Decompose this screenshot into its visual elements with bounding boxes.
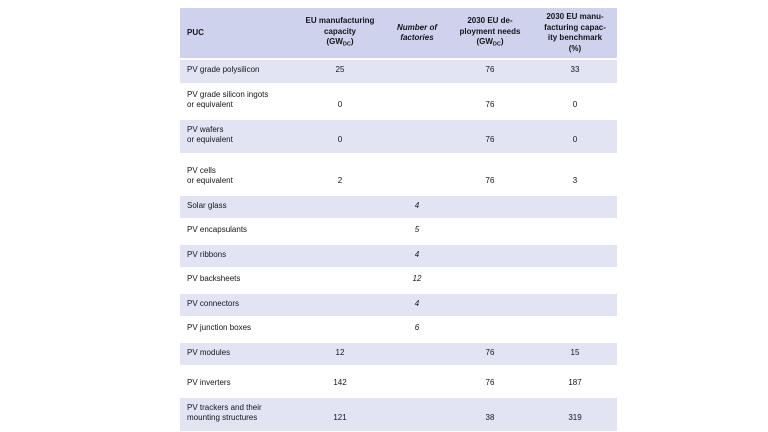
cell-needs: 76 (485, 100, 495, 109)
gw-dc-subscript: DC (342, 41, 351, 48)
cell-capacity (293, 219, 387, 244)
table-row-cells: PV cells or equivalent 2 76 3 (180, 154, 617, 195)
cell-capacity (293, 194, 387, 219)
cell-capacity: 2 (337, 176, 343, 185)
cell-benchmark: 0 (533, 118, 617, 154)
cell-puc: PV wafers or equivalent (180, 118, 293, 154)
cell-factories (387, 154, 447, 195)
cell-benchmark (533, 194, 617, 219)
cell-factories: 6 (414, 323, 420, 332)
cell-benchmark: 3 (572, 176, 578, 185)
cell-capacity (293, 243, 387, 268)
cell-capacity: 12 (293, 341, 387, 366)
table-row-wafers: PV wafers or equivalent 0 76 0 (180, 118, 617, 154)
cell-puc: PV modules (180, 341, 293, 366)
cell-needs (447, 268, 533, 293)
col-header-deployment-needs: 2030 EU de-ployment needs (GWDC) (447, 8, 533, 60)
pv-manufacturing-table: PUC EU manufacturing capacity (GWDC) Numb… (180, 8, 617, 432)
cell-puc: PV inverters (187, 378, 231, 387)
cell-capacity (293, 292, 387, 317)
gw-dc-subscript: DC (492, 41, 501, 48)
cell-needs: 76 (447, 59, 533, 84)
header-row: PUC EU manufacturing capacity (GWDC) Numb… (180, 8, 617, 60)
cell-benchmark (533, 292, 617, 317)
cell-factories (387, 366, 447, 397)
cell-benchmark (533, 219, 617, 244)
cell-puc: PV junction boxes (187, 323, 252, 332)
cell-capacity: 0 (337, 100, 343, 109)
cell-factories: 4 (387, 194, 447, 219)
cell-needs (447, 317, 533, 342)
table-row-silicon-ingots: PV grade silicon ingots or equivalent 0 7… (180, 84, 617, 119)
table-row-trackers: PV trackers and their mounting structures… (180, 396, 617, 432)
table-row-connectors: PV connectors 4 (180, 292, 617, 317)
col-header-factories-label: Number of factories (397, 22, 437, 43)
col-header-puc: PUC (180, 8, 293, 60)
col-header-deployment-needs-label: 2030 EU de-ployment needs (459, 16, 521, 36)
cell-factories: 5 (414, 225, 420, 234)
cell-capacity: 142 (333, 378, 347, 387)
cell-needs (447, 243, 533, 268)
cell-needs (447, 194, 533, 219)
cell-puc: PV cells or equivalent (187, 165, 233, 186)
col-header-benchmark-label: 2030 EU manu-facturing capac-ity benchma… (544, 12, 606, 53)
cell-needs: 76 (447, 118, 533, 154)
col-header-factories: Number of factories (387, 8, 447, 60)
cell-puc: PV grade silicon ingots or equivalent (187, 89, 269, 110)
cell-needs (447, 292, 533, 317)
table-figure: PUC EU manufacturing capacity (GWDC) Numb… (180, 8, 617, 432)
cell-factories: 4 (387, 243, 447, 268)
col-header-eu-capacity-label: EU manufacturing capacity (305, 16, 375, 36)
cell-benchmark (533, 317, 617, 342)
cell-puc: PV ribbons (180, 243, 293, 268)
cell-puc: PV trackers and their mounting structures (180, 396, 293, 432)
cell-capacity (293, 268, 387, 293)
cell-needs: 76 (485, 176, 495, 185)
col-header-deployment-needs-unit: (GWDC) (476, 37, 504, 48)
cell-benchmark (533, 243, 617, 268)
cell-benchmark (533, 268, 617, 293)
cell-needs: 76 (447, 341, 533, 366)
cell-benchmark: 319 (533, 396, 617, 432)
cell-benchmark: 33 (533, 59, 617, 84)
table-row-ribbons: PV ribbons 4 (180, 243, 617, 268)
cell-capacity: 25 (293, 59, 387, 84)
cell-benchmark: 187 (568, 378, 582, 387)
cell-factories (387, 59, 447, 84)
cell-needs: 76 (485, 378, 495, 387)
table-row-backsheets: PV backsheets 12 (180, 268, 617, 293)
table-row-modules: PV modules 12 76 15 (180, 341, 617, 366)
cell-puc: PV encapsulants (187, 225, 248, 234)
cell-benchmark: 15 (533, 341, 617, 366)
table-row-junction-boxes: PV junction boxes 6 (180, 317, 617, 342)
col-header-eu-capacity: EU manufacturing capacity (GWDC) (293, 8, 387, 60)
col-header-eu-capacity-unit: (GWDC) (326, 37, 354, 48)
col-header-benchmark: 2030 EU manu-facturing capac-ity benchma… (533, 8, 617, 60)
table-row-solar-glass: Solar glass 4 (180, 194, 617, 219)
cell-needs: 38 (447, 396, 533, 432)
cell-puc: PV grade polysilicon (180, 59, 293, 84)
cell-capacity (293, 317, 387, 342)
cell-factories (387, 341, 447, 366)
cell-factories (387, 118, 447, 154)
cell-puc: PV backsheets (187, 274, 241, 283)
cell-factories (387, 396, 447, 432)
cell-factories: 4 (387, 292, 447, 317)
table-row-encapsulants: PV encapsulants 5 (180, 219, 617, 244)
table-row-polysilicon: PV grade polysilicon 25 76 33 (180, 59, 617, 84)
cell-puc: Solar glass (180, 194, 293, 219)
cell-factories (387, 84, 447, 119)
cell-puc: PV connectors (180, 292, 293, 317)
cell-capacity: 121 (293, 396, 387, 432)
cell-benchmark: 0 (572, 100, 578, 109)
cell-capacity: 0 (293, 118, 387, 154)
table-row-inverters: PV inverters 142 76 187 (180, 366, 617, 397)
cell-needs (447, 219, 533, 244)
cell-factories: 12 (412, 274, 422, 283)
